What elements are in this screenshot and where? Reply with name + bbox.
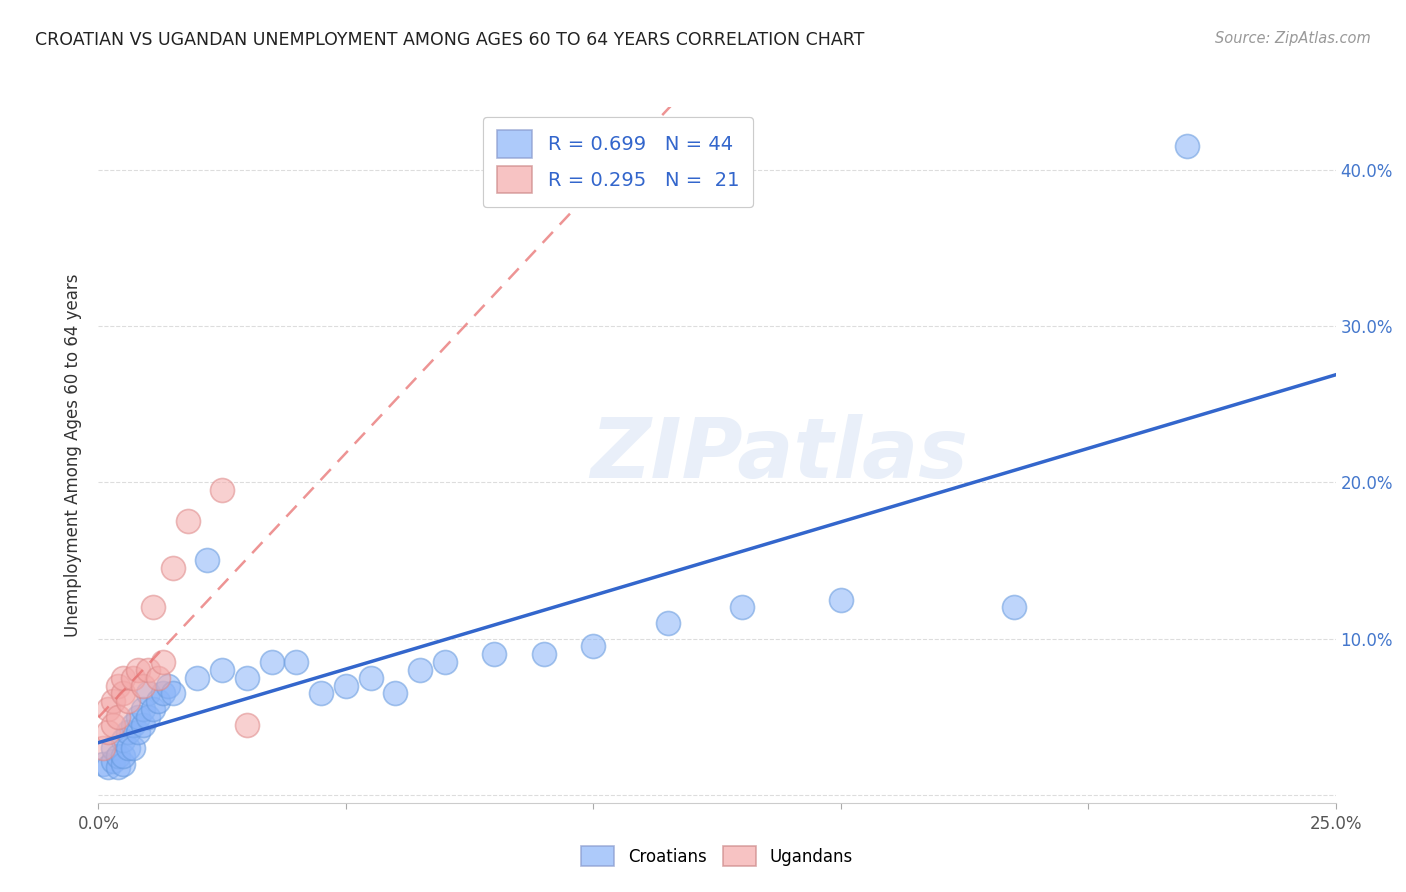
Point bbox=[112, 733, 135, 747]
Point bbox=[142, 702, 165, 716]
Point bbox=[103, 717, 125, 731]
Point bbox=[107, 710, 129, 724]
Point bbox=[533, 647, 555, 661]
Point bbox=[409, 663, 432, 677]
Point bbox=[731, 600, 754, 615]
Text: ZIPatlas: ZIPatlas bbox=[591, 415, 967, 495]
Point bbox=[112, 686, 135, 700]
Point bbox=[582, 640, 605, 654]
Point bbox=[136, 686, 159, 700]
Point bbox=[162, 561, 184, 575]
Point bbox=[211, 663, 233, 677]
Point bbox=[236, 671, 259, 685]
Point bbox=[657, 615, 679, 630]
Point bbox=[112, 756, 135, 771]
Point bbox=[107, 748, 129, 763]
Point bbox=[112, 748, 135, 763]
Point bbox=[127, 710, 149, 724]
Point bbox=[127, 663, 149, 677]
Point bbox=[236, 717, 259, 731]
Point bbox=[132, 679, 155, 693]
Point bbox=[1175, 139, 1198, 153]
Point bbox=[103, 741, 125, 756]
Point bbox=[117, 725, 139, 739]
Point bbox=[146, 671, 169, 685]
Point bbox=[195, 553, 218, 567]
Point bbox=[122, 717, 145, 731]
Point bbox=[97, 725, 120, 739]
Point bbox=[260, 655, 283, 669]
Point bbox=[97, 702, 120, 716]
Point bbox=[117, 694, 139, 708]
Point bbox=[103, 694, 125, 708]
Point bbox=[93, 756, 115, 771]
Point bbox=[285, 655, 308, 669]
Point bbox=[127, 725, 149, 739]
Point bbox=[93, 741, 115, 756]
Point bbox=[830, 592, 852, 607]
Point bbox=[107, 760, 129, 774]
Point bbox=[112, 671, 135, 685]
Point bbox=[309, 686, 332, 700]
Point bbox=[107, 679, 129, 693]
Point bbox=[132, 717, 155, 731]
Point bbox=[156, 679, 179, 693]
Point bbox=[176, 514, 198, 528]
Point bbox=[117, 741, 139, 756]
Point bbox=[186, 671, 208, 685]
Point bbox=[384, 686, 406, 700]
Text: CROATIAN VS UGANDAN UNEMPLOYMENT AMONG AGES 60 TO 64 YEARS CORRELATION CHART: CROATIAN VS UGANDAN UNEMPLOYMENT AMONG A… bbox=[35, 31, 865, 49]
Point bbox=[360, 671, 382, 685]
Point bbox=[484, 647, 506, 661]
Point bbox=[136, 663, 159, 677]
Point bbox=[142, 600, 165, 615]
Point bbox=[162, 686, 184, 700]
Point bbox=[335, 679, 357, 693]
Point bbox=[103, 754, 125, 768]
Point bbox=[132, 702, 155, 716]
Y-axis label: Unemployment Among Ages 60 to 64 years: Unemployment Among Ages 60 to 64 years bbox=[65, 273, 83, 637]
Point bbox=[152, 686, 174, 700]
Point bbox=[152, 655, 174, 669]
Legend: R = 0.699   N = 44, R = 0.295   N =  21: R = 0.699 N = 44, R = 0.295 N = 21 bbox=[484, 117, 752, 207]
Legend: Croatians, Ugandans: Croatians, Ugandans bbox=[572, 838, 862, 875]
Point bbox=[146, 694, 169, 708]
Point bbox=[97, 760, 120, 774]
Point bbox=[211, 483, 233, 497]
Point bbox=[433, 655, 456, 669]
Point bbox=[122, 741, 145, 756]
Text: Source: ZipAtlas.com: Source: ZipAtlas.com bbox=[1215, 31, 1371, 46]
Point bbox=[1002, 600, 1025, 615]
Point bbox=[122, 671, 145, 685]
Point bbox=[136, 710, 159, 724]
